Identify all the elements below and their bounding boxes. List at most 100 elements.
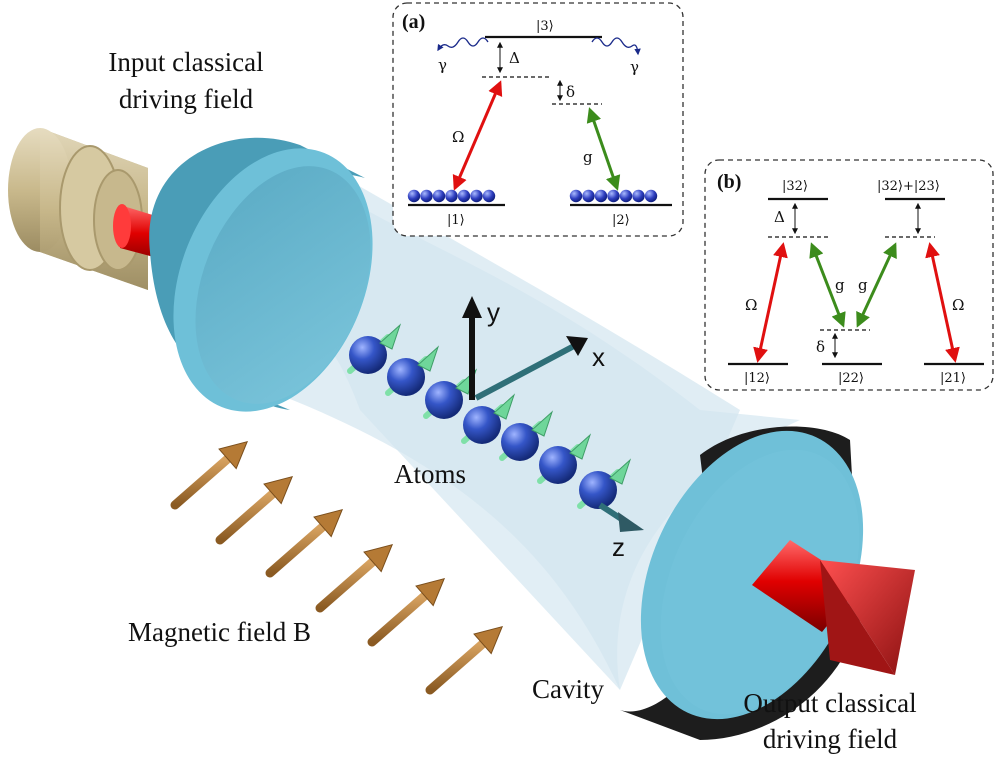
spin-arrowhead — [531, 410, 554, 437]
x-axis-arrowhead — [566, 336, 588, 356]
b-g-left-label: g — [835, 276, 845, 294]
population-atom — [644, 189, 658, 203]
b-field-head — [473, 625, 504, 655]
b-omega-left-arrow — [753, 242, 788, 363]
atom — [347, 323, 402, 374]
b-field-shaft — [315, 557, 378, 613]
population-atom — [582, 189, 595, 203]
b-omega-left-label: Ω — [745, 296, 757, 314]
atom — [499, 410, 554, 461]
laser-source — [8, 128, 148, 290]
spin-arrowhead — [493, 393, 516, 420]
input-label-line2: driving field — [119, 84, 254, 114]
level-sym-label: |32⟩+|23⟩ — [877, 179, 940, 194]
atom-sphere — [349, 336, 387, 374]
population-atom — [619, 189, 633, 203]
decay-right-wave — [591, 37, 641, 56]
omega-arrow — [452, 80, 503, 191]
atom — [577, 458, 632, 509]
panel-a: (a) |3⟩ Δ δ γ γ Ω g |1⟩ |2⟩ — [392, 2, 684, 237]
omega-label: Ω — [452, 128, 464, 146]
magnetic-field-label: Magnetic field B — [128, 617, 311, 647]
level-3-label: |3⟩ — [536, 19, 554, 34]
b-delta-label: Δ — [774, 208, 785, 226]
atom — [537, 433, 592, 484]
population-atom — [407, 189, 421, 203]
b-field-arrow — [315, 543, 394, 613]
b-g-left-arrow — [809, 242, 846, 328]
spin-arrowhead — [569, 433, 592, 460]
level-21-label: |21⟩ — [940, 371, 966, 386]
b-field-arrow — [170, 440, 249, 510]
b-omega-right-label: Ω — [952, 296, 964, 314]
decay-left-wave — [437, 37, 489, 52]
b-g-right-label: g — [858, 276, 868, 294]
atom-sphere — [463, 406, 501, 444]
magnetic-field-arrows — [170, 440, 504, 695]
atom — [461, 393, 516, 444]
decay-left-label: γ — [438, 56, 447, 74]
atom-sphere — [387, 358, 425, 396]
coupling-arrow — [586, 107, 621, 191]
spin-arrowhead — [417, 345, 440, 372]
panel-b-tag: (b) — [717, 171, 741, 193]
spin-arrowhead — [609, 458, 632, 485]
atoms-label: Atoms — [394, 459, 466, 489]
output-label-line2: driving field — [763, 724, 898, 754]
b-g-right-arrow — [856, 242, 897, 328]
z-axis-label: z — [612, 532, 625, 562]
z-axis-arrowhead — [618, 512, 644, 532]
b-field-shaft — [215, 489, 278, 545]
b-field-head — [263, 475, 294, 505]
output-label-line1: Output classical — [743, 688, 916, 718]
level-2-label: |2⟩ — [612, 213, 630, 228]
delta-big-label: Δ — [509, 49, 520, 67]
panel-b-frame — [704, 159, 994, 391]
panel-b: (b) |32⟩ |32⟩+|23⟩ Δ δ Ω g g Ω |12⟩ |22⟩… — [704, 159, 994, 391]
b-field-shaft — [265, 522, 328, 578]
x-axis-line — [474, 343, 576, 401]
b-field-shaft — [425, 639, 488, 695]
b-field-shaft — [367, 591, 430, 647]
atom — [423, 368, 478, 419]
population-atom — [420, 189, 433, 203]
b-field-head — [415, 577, 446, 607]
input-label-line1: Input classical — [108, 47, 263, 77]
panel-a-tag: (a) — [402, 11, 425, 33]
b-field-head — [218, 440, 249, 470]
atom — [385, 345, 440, 396]
level-1-label: |1⟩ — [447, 213, 465, 228]
population-atom — [632, 189, 645, 203]
x-axis-label: x — [592, 342, 605, 372]
spin-arrowhead — [379, 323, 402, 350]
b-field-head — [313, 508, 344, 538]
population-atom — [569, 189, 583, 203]
population-atom — [594, 189, 608, 203]
left-mirror — [149, 137, 373, 412]
atom-sphere — [425, 381, 463, 419]
output-beam — [752, 540, 915, 675]
axes: y x z — [462, 296, 644, 562]
b-field-shaft — [170, 454, 233, 510]
population-atom — [482, 189, 496, 203]
y-axis-label: y — [487, 297, 500, 327]
population-atom — [470, 189, 483, 203]
population-atom — [457, 189, 471, 203]
atom-sphere — [539, 446, 577, 484]
atom-chain — [347, 323, 632, 509]
atom-sphere — [579, 471, 617, 509]
b-field-arrow — [265, 508, 344, 578]
population-atom — [445, 189, 458, 203]
delta-small-label: δ — [566, 83, 575, 101]
coupling-label: g — [583, 148, 593, 166]
ground-populations — [407, 189, 658, 203]
b-delta-small-label: δ — [816, 338, 825, 356]
level-22-label: |22⟩ — [838, 371, 864, 386]
level-12-label: |12⟩ — [744, 371, 770, 386]
atom-sphere — [501, 423, 539, 461]
cavity-label: Cavity — [532, 674, 604, 704]
b-field-head — [363, 543, 394, 573]
decay-right-label: γ — [630, 58, 639, 76]
b-field-arrow — [367, 577, 446, 647]
